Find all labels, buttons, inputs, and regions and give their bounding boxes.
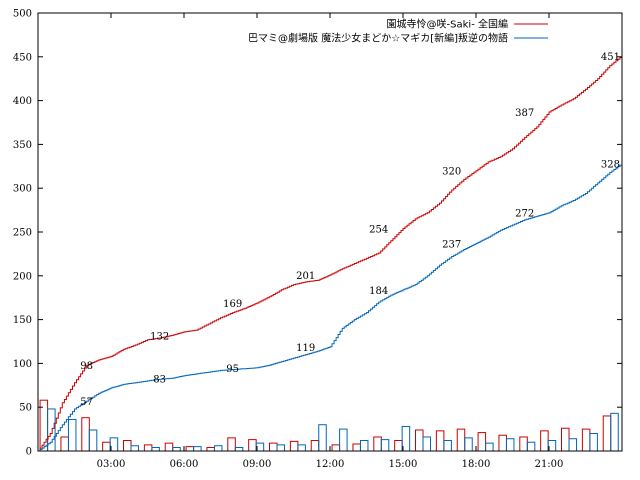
count-bar	[88, 429, 98, 452]
point-value-label: 132	[150, 331, 169, 342]
y-tick-label: 400	[13, 96, 32, 107]
count-bar	[422, 436, 432, 452]
lines-layer	[38, 55, 623, 452]
count-bar	[318, 424, 327, 452]
count-bar	[435, 430, 445, 452]
point-value-label: 201	[296, 271, 315, 282]
x-tick-label: 09:00	[243, 459, 272, 470]
count-bar	[206, 446, 215, 452]
bars-layer	[39, 399, 619, 452]
point-value-label: 57	[80, 397, 93, 408]
count-bar	[269, 442, 278, 452]
count-bar	[456, 428, 466, 452]
point-value-label: 237	[442, 239, 461, 250]
count-bar	[123, 439, 132, 452]
y-tick-label: 150	[13, 315, 32, 326]
count-bar	[519, 436, 528, 452]
x-axis: 03:00 06:00 09:00 12:00 15:00 18:00 21:00	[97, 13, 564, 470]
x-tick-label: 12:00	[316, 459, 345, 470]
point-labels-layer: 98 132 169 201 254 320 387 451 57 83 95 119 184 237 27…	[80, 52, 620, 408]
count-bar	[130, 445, 140, 452]
y-tick-label: 250	[13, 228, 32, 239]
count-bar	[359, 439, 369, 452]
y-axis: 0 50 100 150 200 250 300 350 400 450 500	[13, 9, 622, 458]
count-bar	[185, 446, 195, 452]
y-tick-label: 500	[13, 9, 32, 20]
count-bar	[60, 436, 69, 452]
point-value-label: 387	[515, 108, 534, 119]
y-tick-label: 100	[13, 359, 32, 370]
x-tick-label: 06:00	[170, 459, 199, 470]
x-tick-label: 15:00	[389, 459, 418, 470]
y-tick-label: 450	[13, 52, 32, 63]
count-bar	[164, 442, 174, 452]
count-bar	[67, 418, 77, 452]
legend-label: 巴マミ@劇場版 魔法少女まどか☆マギカ[新編]叛逆の物語	[248, 32, 508, 45]
count-bar	[143, 444, 153, 452]
count-bar	[589, 432, 598, 452]
count-bar	[213, 445, 223, 452]
point-value-label: 83	[153, 374, 166, 385]
count-bar	[102, 441, 111, 452]
count-bar	[352, 443, 361, 452]
count-bar	[485, 442, 494, 452]
point-value-label: 119	[296, 343, 315, 354]
y-tick-label: 300	[13, 184, 32, 195]
count-bar	[526, 441, 536, 452]
series-line	[38, 163, 623, 452]
count-bar	[373, 436, 382, 452]
count-bar	[234, 446, 244, 452]
count-bar	[81, 417, 90, 452]
point-value-label: 320	[442, 167, 461, 178]
count-bar	[310, 439, 320, 452]
count-bar	[339, 428, 348, 452]
count-bar	[394, 439, 403, 452]
point-value-label: 184	[369, 286, 388, 297]
count-bar	[505, 438, 515, 452]
series-line	[38, 55, 623, 452]
y-tick-label: 200	[13, 271, 32, 282]
count-bar	[248, 439, 257, 452]
point-value-label: 98	[80, 361, 93, 372]
count-bar	[193, 446, 202, 452]
count-bar	[561, 427, 570, 452]
count-bar	[540, 430, 549, 452]
count-bar	[172, 446, 181, 452]
count-bar	[602, 415, 612, 452]
count-bar	[227, 437, 236, 452]
y-tick-label: 350	[13, 140, 32, 151]
count-bar	[610, 412, 619, 452]
count-bar	[477, 432, 487, 452]
count-bar	[464, 437, 473, 452]
count-bar	[498, 434, 507, 452]
count-bar	[151, 446, 160, 452]
count-bar	[297, 444, 306, 452]
point-value-label: 451	[601, 52, 620, 63]
x-tick-label: 03:00	[97, 459, 126, 470]
count-bar	[289, 440, 299, 452]
x-tick-label: 21:00	[535, 459, 564, 470]
count-bar	[276, 444, 286, 452]
point-value-label: 328	[601, 160, 620, 171]
count-bar	[331, 444, 341, 452]
point-value-label: 95	[226, 364, 239, 375]
point-value-label: 254	[369, 224, 388, 235]
legend-label: 園城寺怜@咲-Saki- 全国編	[387, 18, 508, 31]
count-bar	[581, 428, 591, 452]
count-bar	[380, 439, 390, 452]
count-bar	[443, 439, 452, 452]
y-tick-label: 0	[26, 447, 32, 458]
plot-frame	[37, 12, 623, 452]
count-bar	[415, 429, 424, 452]
x-tick-label: 18:00	[462, 459, 491, 470]
count-bar	[47, 408, 56, 452]
count-bar	[568, 438, 578, 452]
point-value-label: 169	[223, 299, 242, 310]
y-tick-label: 50	[19, 403, 32, 414]
point-value-label: 272	[515, 209, 534, 220]
